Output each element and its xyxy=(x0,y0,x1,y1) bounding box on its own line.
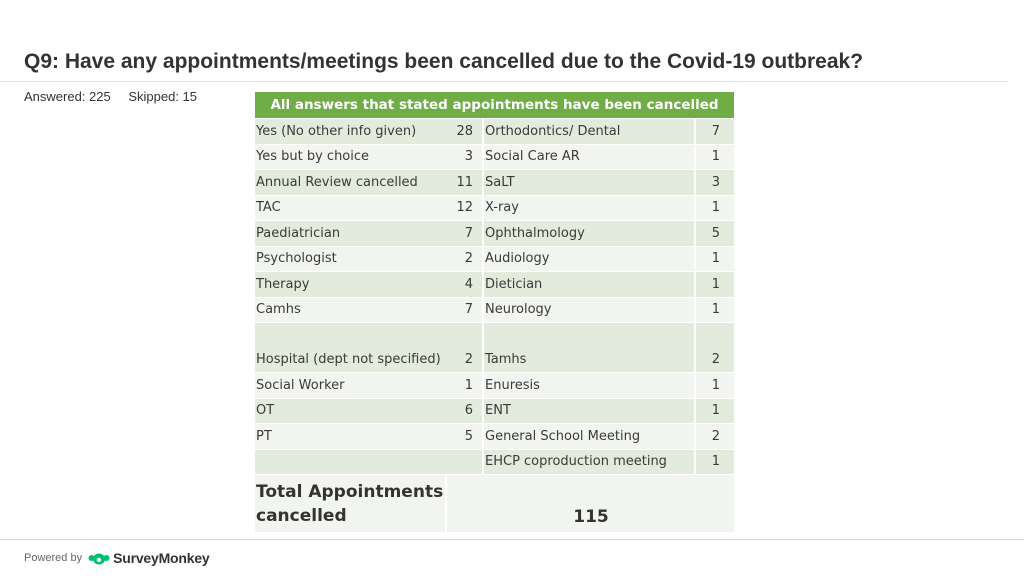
row-label: ENT xyxy=(482,397,695,424)
table-header: All answers that stated appointments hav… xyxy=(255,92,734,119)
surveymonkey-brand: SurveyMonkey xyxy=(113,550,210,566)
row-label: Annual Review cancelled xyxy=(255,169,446,195)
total-row: Total Appointments cancelled 115 xyxy=(255,474,734,532)
row-value: 1 xyxy=(694,245,734,272)
row-label: General School Meeting xyxy=(482,423,695,449)
row-value: 1 xyxy=(694,271,734,297)
row-value: 1 xyxy=(694,372,734,398)
table-row: Therapy 4 Dietician 1 xyxy=(255,271,734,297)
row-value: 28 xyxy=(446,118,483,144)
row-label: Yes (No other info given) xyxy=(255,118,446,144)
row-label: TAC xyxy=(255,194,446,221)
powered-by-text: Powered by xyxy=(24,552,83,564)
row-value: 3 xyxy=(446,143,483,170)
row-value: 2 xyxy=(446,245,483,272)
row-value: 1 xyxy=(694,194,734,221)
row-label: EHCP coproduction meeting xyxy=(482,448,695,475)
question-title: Q9: Have any appointments/meetings been … xyxy=(24,50,864,73)
row-value: 7 xyxy=(694,118,734,144)
response-stats: Answered: 225 Skipped: 15 xyxy=(24,89,197,104)
row-label: Enuresis xyxy=(482,372,695,398)
row-label: Social Care AR xyxy=(482,143,695,170)
table-row: Annual Review cancelled 11 SaLT 3 xyxy=(255,169,734,195)
table-row: Hospital (dept not specified) 2 Tamhs 2 xyxy=(255,322,734,373)
table-row: PT 5 General School Meeting 2 xyxy=(255,423,734,449)
row-value: 11 xyxy=(446,169,483,195)
table-row: Yes (No other info given) 28 Orthodontic… xyxy=(255,118,734,144)
row-value: 4 xyxy=(446,271,483,297)
row-value: 12 xyxy=(446,194,483,221)
footer: Powered by SurveyMonkey xyxy=(24,550,210,566)
row-label: Tamhs xyxy=(482,322,695,373)
row-value: 1 xyxy=(694,397,734,424)
row-label: X-ray xyxy=(482,194,695,221)
row-value: 5 xyxy=(446,423,483,449)
row-label: Yes but by choice xyxy=(255,143,446,170)
row-value: 6 xyxy=(446,397,483,424)
row-value: 7 xyxy=(446,296,483,323)
row-value: 7 xyxy=(446,220,483,246)
row-label: Orthodontics/ Dental xyxy=(482,118,695,144)
table-row: Yes but by choice 3 Social Care AR 1 xyxy=(255,143,734,170)
row-label: Audiology xyxy=(482,245,695,272)
total-value: 115 xyxy=(445,474,734,532)
surveymonkey-logo-icon xyxy=(88,550,110,566)
row-value: 2 xyxy=(446,322,483,373)
skipped-count: Skipped: 15 xyxy=(128,89,198,104)
row-label: Camhs xyxy=(255,296,446,323)
total-label-text: Total Appointments cancelled xyxy=(256,481,444,526)
table-row: Social Worker 1 Enuresis 1 xyxy=(255,372,734,398)
row-value: 1 xyxy=(694,448,734,475)
row-label: SaLT xyxy=(482,169,695,195)
row-label: PT xyxy=(255,423,446,449)
row-label: Neurology xyxy=(482,296,695,323)
row-value: 1 xyxy=(694,296,734,323)
footer-divider xyxy=(0,539,1024,540)
row-label: Hospital (dept not specified) xyxy=(255,322,446,373)
table-row: Paediatrician 7 Ophthalmology 5 xyxy=(255,220,734,246)
row-label: Psychologist xyxy=(255,245,446,272)
cancellations-table: All answers that stated appointments hav… xyxy=(255,92,734,532)
table-row: Camhs 7 Neurology 1 xyxy=(255,296,734,323)
row-label xyxy=(255,448,446,475)
table-row: Psychologist 2 Audiology 1 xyxy=(255,245,734,272)
table-row: TAC 12 X-ray 1 xyxy=(255,194,734,221)
answered-count: Answered: 225 xyxy=(24,89,111,104)
row-label: OT xyxy=(255,397,446,424)
total-label: Total Appointments cancelled xyxy=(255,474,446,532)
row-label: Therapy xyxy=(255,271,446,297)
row-value: 1 xyxy=(694,143,734,170)
row-label: Ophthalmology xyxy=(482,220,695,246)
table-row: EHCP coproduction meeting 1 xyxy=(255,448,734,475)
row-value: 5 xyxy=(694,220,734,246)
row-label: Dietician xyxy=(482,271,695,297)
table-row: OT 6 ENT 1 xyxy=(255,397,734,424)
row-label: Social Worker xyxy=(255,372,446,398)
row-value: 2 xyxy=(694,423,734,449)
row-value: 1 xyxy=(446,372,483,398)
row-value xyxy=(446,448,483,475)
row-label: Paediatrician xyxy=(255,220,446,246)
title-divider xyxy=(0,81,1008,82)
row-value: 3 xyxy=(694,169,734,195)
row-value: 2 xyxy=(694,322,734,373)
